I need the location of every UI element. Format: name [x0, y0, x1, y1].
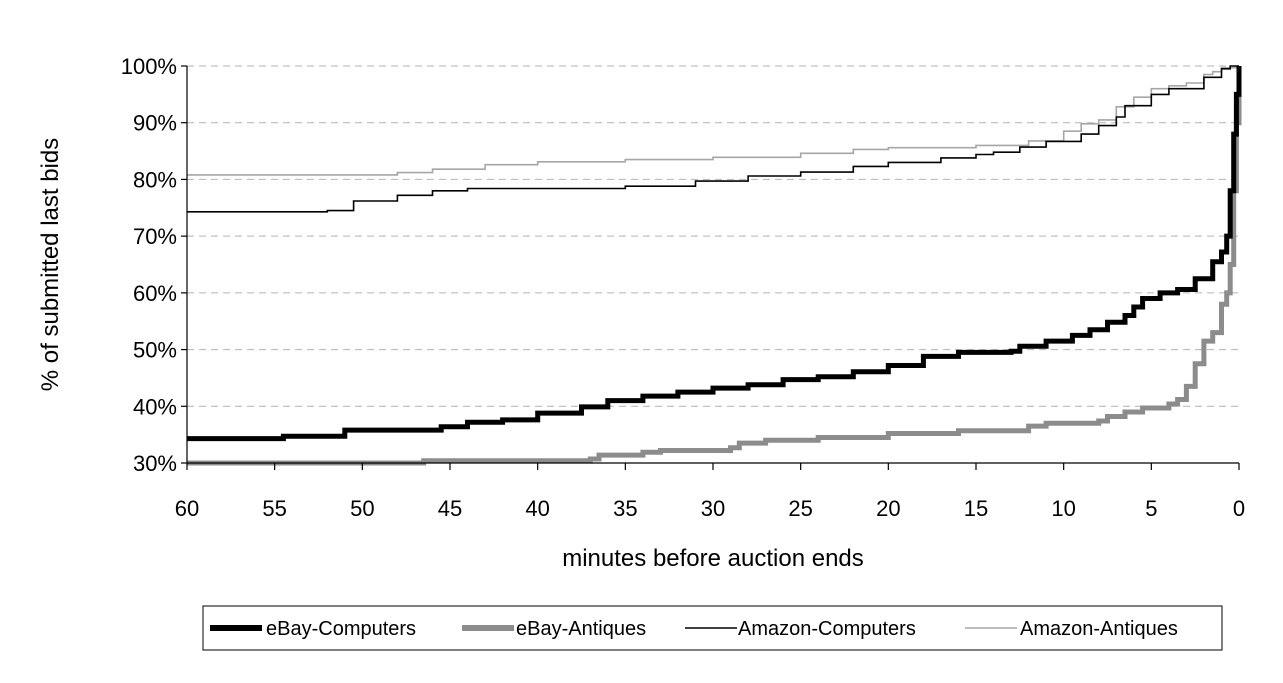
x-tick-label: 50	[350, 496, 374, 521]
x-tick-label: 30	[701, 496, 725, 521]
y-axis-title: % of submitted last bids	[37, 138, 64, 391]
legend-label: eBay-Antiques	[516, 618, 646, 640]
y-tick-label: 70%	[133, 224, 177, 249]
gridlines	[187, 65, 1239, 407]
legend-label: eBay-Computers	[266, 618, 416, 640]
y-tick-label: 60%	[133, 281, 177, 306]
series-layer	[187, 65, 1242, 466]
series-line-ebay-computers	[187, 66, 1242, 442]
series-line-ebay-antiques	[187, 66, 1242, 466]
x-tick-label: 15	[964, 496, 988, 521]
x-tick-label: 35	[613, 496, 637, 521]
legend-label: Amazon-Computers	[738, 618, 916, 640]
x-tick-label: 5	[1145, 496, 1157, 521]
x-tick-label: 20	[876, 496, 900, 521]
x-tick-label: 10	[1051, 496, 1075, 521]
y-tick-labels: 30% 40% 50% 60% 70% 80% 90% 100%	[121, 54, 187, 476]
legend-box	[202, 605, 1223, 651]
y-tick-label: 30%	[133, 451, 177, 476]
x-tick-label: 0	[1233, 496, 1245, 521]
x-tick-label: 45	[438, 496, 462, 521]
x-axis-title: minutes before auction ends	[562, 545, 864, 572]
x-tick-labels: 60 55 50 45 40 35 30 25 20 15 10 5 0	[175, 463, 1245, 521]
y-tick-label: 50%	[133, 338, 177, 363]
legend-label: Amazon-Antiques	[1020, 618, 1178, 640]
y-tick-label: 40%	[133, 394, 177, 419]
series-line-amazon-antiques	[187, 66, 1240, 176]
x-tick-label: 25	[788, 496, 812, 521]
x-tick-label: 55	[262, 496, 286, 521]
y-tick-label: 90%	[133, 111, 177, 136]
y-tick-label: 100%	[121, 54, 177, 79]
x-tick-label: 40	[525, 496, 549, 521]
legend: eBay-Computers eBay-Antiques Amazon-Comput…	[202, 605, 1223, 651]
series-line-amazon-computers	[187, 65, 1239, 213]
y-tick-label: 80%	[133, 167, 177, 192]
x-tick-label: 60	[175, 496, 199, 521]
